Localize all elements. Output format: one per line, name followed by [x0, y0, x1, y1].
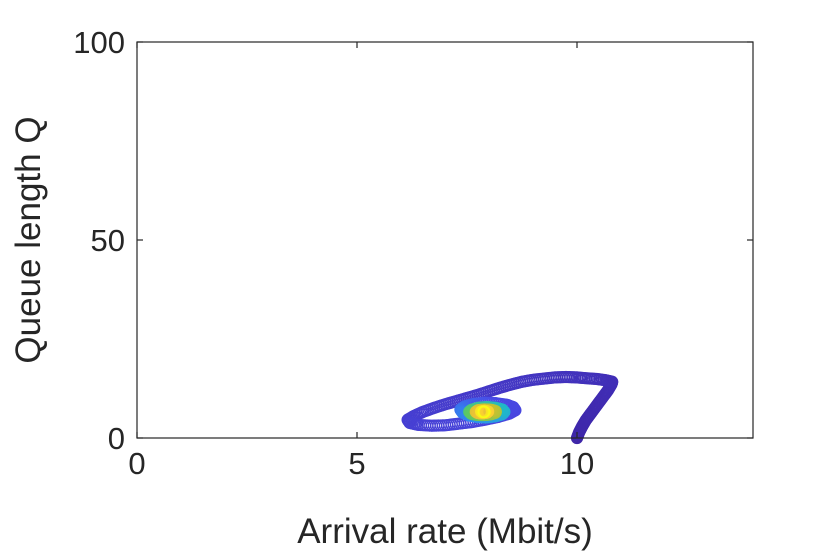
axis-ticks: [136, 41, 753, 439]
data-points: [401, 370, 619, 445]
y-tick-label: 0: [108, 421, 125, 456]
x-axis-label: Arrival rate (Mbit/s): [297, 512, 593, 551]
y-axis-label: Queue length Q: [9, 116, 48, 363]
data-point: [477, 405, 490, 418]
x-tick-label: 5: [348, 446, 365, 481]
plot-frame: [136, 41, 754, 439]
y-tick-label: 50: [91, 223, 125, 258]
x-tick-label: 10: [560, 446, 594, 481]
x-tick-label: 0: [128, 446, 145, 481]
y-tick-label: 100: [73, 25, 125, 60]
